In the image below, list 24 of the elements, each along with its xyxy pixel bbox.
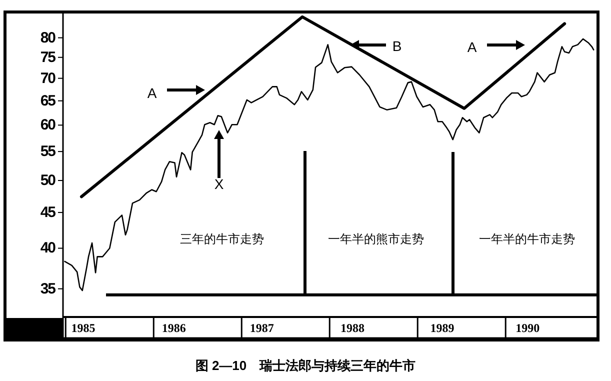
annotation: A bbox=[147, 85, 158, 101]
y-tick-label: 70 bbox=[40, 70, 56, 87]
y-tick-label: 75 bbox=[40, 48, 56, 66]
x-tick-label: 1989 bbox=[430, 321, 454, 335]
y-tick-label: 80 bbox=[40, 29, 56, 46]
x-tick-label: 1985 bbox=[71, 321, 96, 335]
annotation: X bbox=[214, 176, 224, 192]
x-tick-label: 1986 bbox=[162, 321, 186, 335]
y-tick-label: 55 bbox=[40, 143, 56, 160]
y-tick-label: 40 bbox=[40, 240, 56, 257]
y-tick-label: 65 bbox=[40, 92, 56, 110]
annotation: 一年半的牛市走势 bbox=[479, 232, 575, 246]
annotation: 一年半的熊市走势 bbox=[328, 232, 424, 246]
y-tick-label: 45 bbox=[40, 204, 56, 221]
y-tick-label: 35 bbox=[40, 280, 56, 298]
y-tick-label: 60 bbox=[40, 116, 56, 134]
annotation: 三年的牛市走势 bbox=[180, 232, 264, 246]
y-tick-label: 50 bbox=[40, 172, 56, 189]
x-tick-label: 1987 bbox=[250, 321, 274, 335]
text: 图 2—10 瑞士法郎与持续三年的牛市 bbox=[195, 358, 416, 373]
annotation: A bbox=[467, 39, 478, 55]
x-tick-label: 1988 bbox=[340, 321, 364, 335]
annotation: B bbox=[392, 38, 402, 54]
x-tick-label: 1990 bbox=[516, 321, 540, 335]
